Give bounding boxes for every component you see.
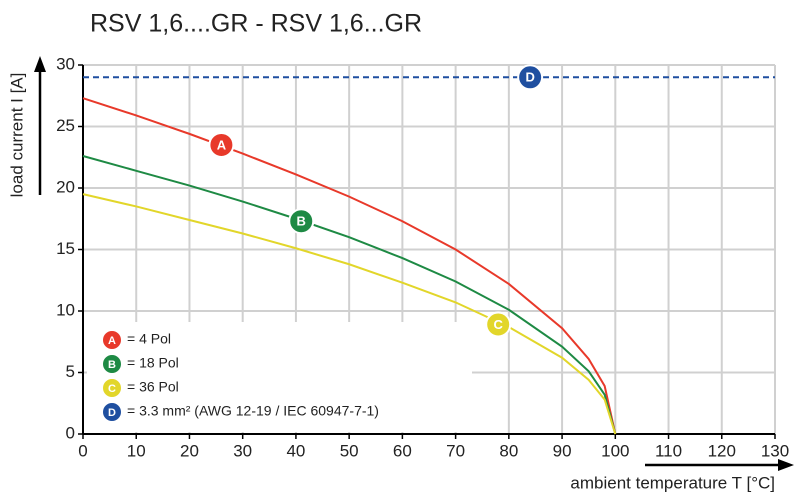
y-tick-label: 10 xyxy=(56,300,75,319)
legend-label: = 3.3 mm² (AWG 12-19 / IEC 60947-7-1) xyxy=(127,403,379,419)
curve-marker-letter: C xyxy=(494,317,504,332)
x-tick-label: 50 xyxy=(340,441,359,460)
legend-marker xyxy=(101,401,123,423)
y-tick-label: 20 xyxy=(56,177,75,196)
x-tick-label: 30 xyxy=(233,441,252,460)
y-tick-label: 5 xyxy=(66,362,75,381)
x-tick-label: 40 xyxy=(286,441,305,460)
x-tick-label: 130 xyxy=(761,441,789,460)
y-arrow-head xyxy=(34,56,46,72)
x-tick-label: 110 xyxy=(655,441,682,460)
x-tick-label: 0 xyxy=(78,441,87,460)
series-line xyxy=(82,193,617,435)
x-tick-label: 20 xyxy=(180,441,199,460)
y-tick-label: 30 xyxy=(56,54,75,73)
y-tick-label: 15 xyxy=(56,239,75,258)
curve-marker xyxy=(517,64,544,91)
x-tick-label: 10 xyxy=(127,441,146,460)
curve-marker xyxy=(208,131,235,158)
series-line xyxy=(82,97,617,435)
chart-title: RSV 1,6....GR - RSV 1,6...GR xyxy=(90,10,422,38)
curve-marker xyxy=(485,311,512,338)
x-tick-label: 70 xyxy=(446,441,465,460)
legend-marker-letter: D xyxy=(108,407,116,419)
x-tick-label: 60 xyxy=(393,441,412,460)
y-tick-label: 25 xyxy=(56,116,75,135)
x-tick-label: 100 xyxy=(601,441,629,460)
curve-marker-letter: D xyxy=(525,70,534,85)
legend-label: = 18 Pol xyxy=(127,355,179,371)
x-axis-label: ambient temperature T [°C] xyxy=(570,473,775,492)
legend-marker-letter: A xyxy=(108,335,116,347)
x-tick-label: 120 xyxy=(708,441,736,460)
legend-label: = 4 Pol xyxy=(127,331,171,347)
legend-marker-letter: C xyxy=(108,383,116,395)
x-tick-label: 90 xyxy=(553,441,572,460)
series-line xyxy=(82,155,617,435)
curve-marker-letter: B xyxy=(297,214,306,229)
curve-marker-letter: A xyxy=(217,137,227,152)
y-axis-label: load current I [A] xyxy=(7,73,26,198)
x-arrow-head xyxy=(778,459,794,471)
legend-marker xyxy=(101,353,123,375)
legend-marker xyxy=(101,377,123,399)
legend-box xyxy=(87,322,472,432)
x-tick-label: 80 xyxy=(499,441,518,460)
legend-marker xyxy=(101,329,123,351)
y-tick-label: 0 xyxy=(66,423,75,442)
curve-marker xyxy=(288,208,315,235)
legend-label: = 36 Pol xyxy=(127,379,179,395)
legend-marker-letter: B xyxy=(108,359,116,371)
